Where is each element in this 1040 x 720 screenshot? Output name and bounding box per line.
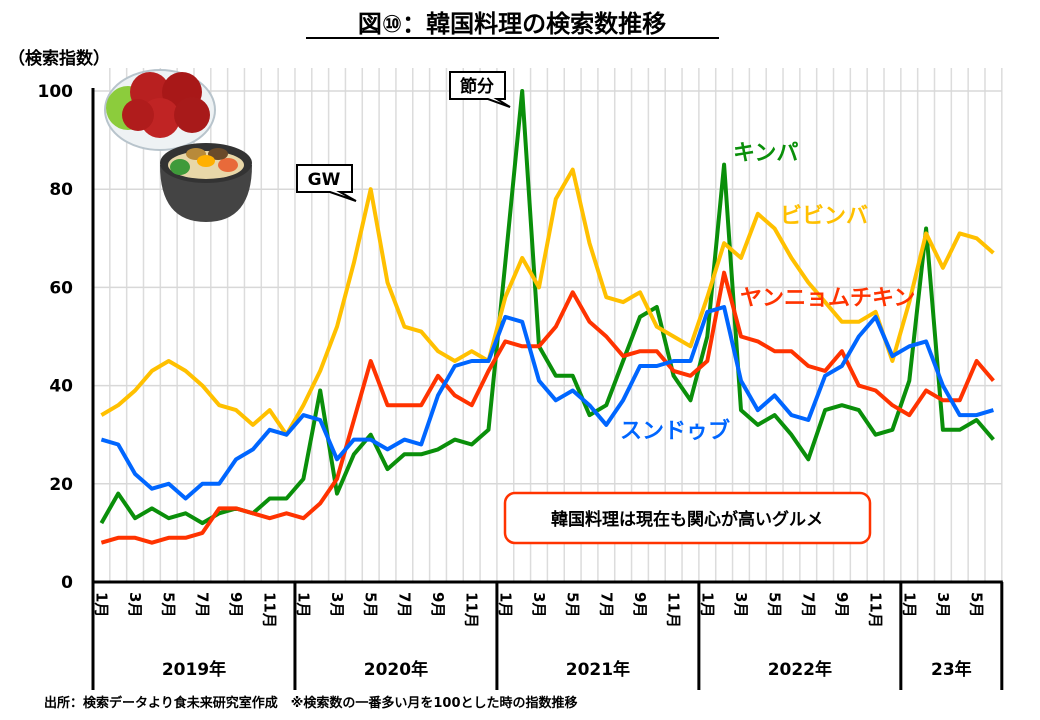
- y-tick-label: 0: [61, 573, 73, 593]
- month-tick-label: 1月: [698, 592, 716, 617]
- month-tick-label: 5月: [362, 592, 380, 617]
- month-tick-label: 3月: [530, 592, 548, 617]
- month-tick-label: 5月: [160, 592, 178, 617]
- callout-gw: GW: [296, 164, 357, 202]
- series-label-sundubu: スンドゥブ: [620, 418, 730, 444]
- footer-note: 出所：検索データより食未来研究室作成 ※検索数の一番多い月を100とした時の指数…: [44, 695, 578, 711]
- month-tick-label: 3月: [126, 592, 144, 617]
- series-line-3: [100, 305, 994, 501]
- month-tick-label: 1月: [92, 592, 110, 617]
- year-label: 23年: [931, 659, 972, 680]
- month-tick-label: 11月: [665, 592, 683, 628]
- month-tick-label: 1月: [496, 592, 514, 617]
- month-tick-label: 7月: [799, 592, 817, 617]
- series-line-1: [100, 167, 995, 437]
- svg-text:韓国料理は現在も関心が高いグルメ: 韓国料理は現在も関心が高いグルメ: [551, 509, 823, 530]
- year-label: 2019年: [162, 659, 226, 680]
- svg-text:節分: 節分: [459, 76, 494, 97]
- series-label-bibimbap: ビビンバ: [780, 204, 868, 229]
- month-tick-label: 9月: [833, 592, 851, 617]
- month-tick-label: 11月: [261, 592, 279, 628]
- month-tick-label: 1月: [294, 592, 312, 617]
- month-tick-label: 11月: [463, 592, 481, 628]
- month-tick-label: 11月: [867, 592, 885, 628]
- y-tick-label: 60: [49, 278, 73, 298]
- y-tick-label: 100: [38, 82, 74, 102]
- y-tick-label: 20: [49, 475, 73, 495]
- month-tick-label: 7月: [193, 592, 211, 617]
- month-tick-label: 9月: [227, 592, 245, 617]
- month-tick-label: 9月: [631, 592, 649, 617]
- month-tick-label: 7月: [395, 592, 413, 617]
- month-tick-label: 5月: [766, 592, 784, 617]
- message-box: 韓国料理は現在も関心が高いグルメ: [503, 491, 872, 545]
- month-tick-label: 3月: [732, 592, 750, 617]
- month-tick-label: 1月: [900, 592, 918, 617]
- month-tick-label: 5月: [564, 592, 582, 617]
- series-label-kimbap: キンパ: [733, 141, 798, 166]
- chart-title: 図⑩：韓国料理の検索数推移: [358, 10, 666, 38]
- month-tick-label: 3月: [934, 592, 952, 617]
- year-label: 2022年: [768, 659, 832, 680]
- y-tick-label: 80: [49, 180, 73, 200]
- year-label: 2021年: [566, 659, 630, 680]
- year-label: 2020年: [364, 659, 428, 680]
- month-tick-label: 5月: [968, 592, 986, 617]
- axes: 0 20 40 60 80 100 2019年 2020年 2021年 2022年 23年 1月 3月 5…: [38, 82, 1004, 690]
- series-line-2: [100, 270, 995, 545]
- callout-setsubun: 節分: [449, 71, 511, 108]
- y-axis-label: （検索指数）: [8, 48, 110, 69]
- svg-text:GW: GW: [308, 170, 341, 190]
- month-tick-label: 3月: [328, 592, 346, 617]
- y-tick-label: 40: [49, 377, 73, 397]
- food-illustration: [104, 69, 252, 222]
- series-label-yangnyeom-chicken: ヤンニョムチキン: [740, 286, 915, 311]
- month-tick-label: 7月: [597, 592, 615, 617]
- series-lines: [99, 89, 995, 545]
- month-tick-label: 9月: [429, 592, 447, 617]
